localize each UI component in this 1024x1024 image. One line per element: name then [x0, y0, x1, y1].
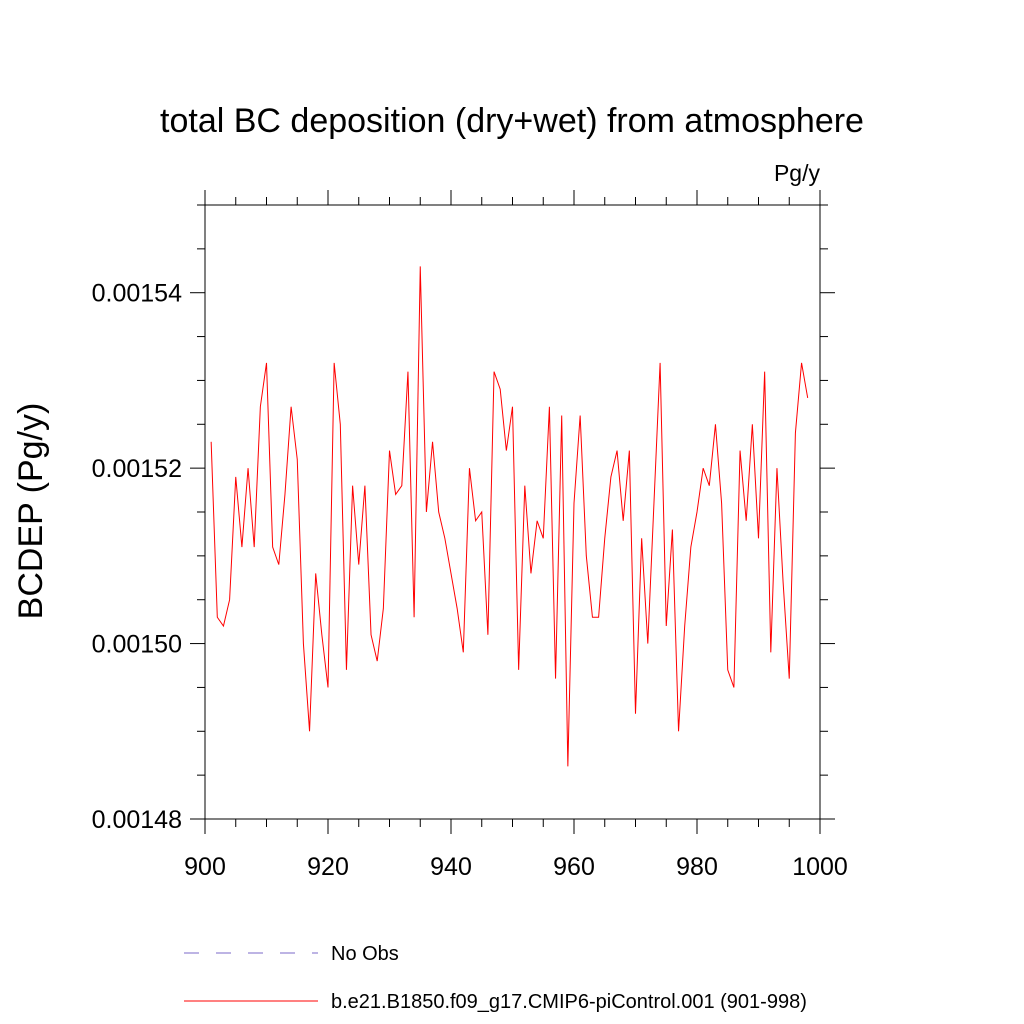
x-tick-label: 940: [430, 853, 472, 881]
y-tick-label: 0.00152: [92, 455, 182, 483]
units-label: Pg/y: [774, 160, 821, 186]
plot-frame: [204, 204, 821, 820]
legend-label-no-obs: No Obs: [331, 943, 399, 965]
y-tick-labels: 0.00148 0.00150 0.00152 0.00154: [92, 280, 182, 834]
series-line: [210, 266, 809, 767]
x-tick-label: 920: [307, 853, 349, 881]
axis-ticks: [190, 190, 835, 834]
legend: No Obs b.e21.B1850.f09_g17.CMIP6-piContr…: [184, 943, 807, 1013]
y-axis-label: BCDEP (Pg/y): [12, 403, 50, 620]
x-tick-labels: 900 920 940 960 980 1000: [184, 853, 848, 881]
y-tick-label: 0.00154: [92, 280, 182, 308]
legend-label-picontrol: b.e21.B1850.f09_g17.CMIP6-piControl.001 …: [331, 991, 807, 1013]
data-series: [210, 266, 809, 767]
x-tick-label: 960: [553, 853, 595, 881]
chart-title: total BC deposition (dry+wet) from atmos…: [160, 102, 864, 140]
y-tick-label: 0.00150: [92, 631, 182, 659]
x-tick-label: 1000: [792, 853, 848, 881]
y-tick-label: 0.00148: [92, 806, 182, 834]
x-tick-label: 980: [676, 853, 718, 881]
x-tick-label: 900: [184, 853, 226, 881]
